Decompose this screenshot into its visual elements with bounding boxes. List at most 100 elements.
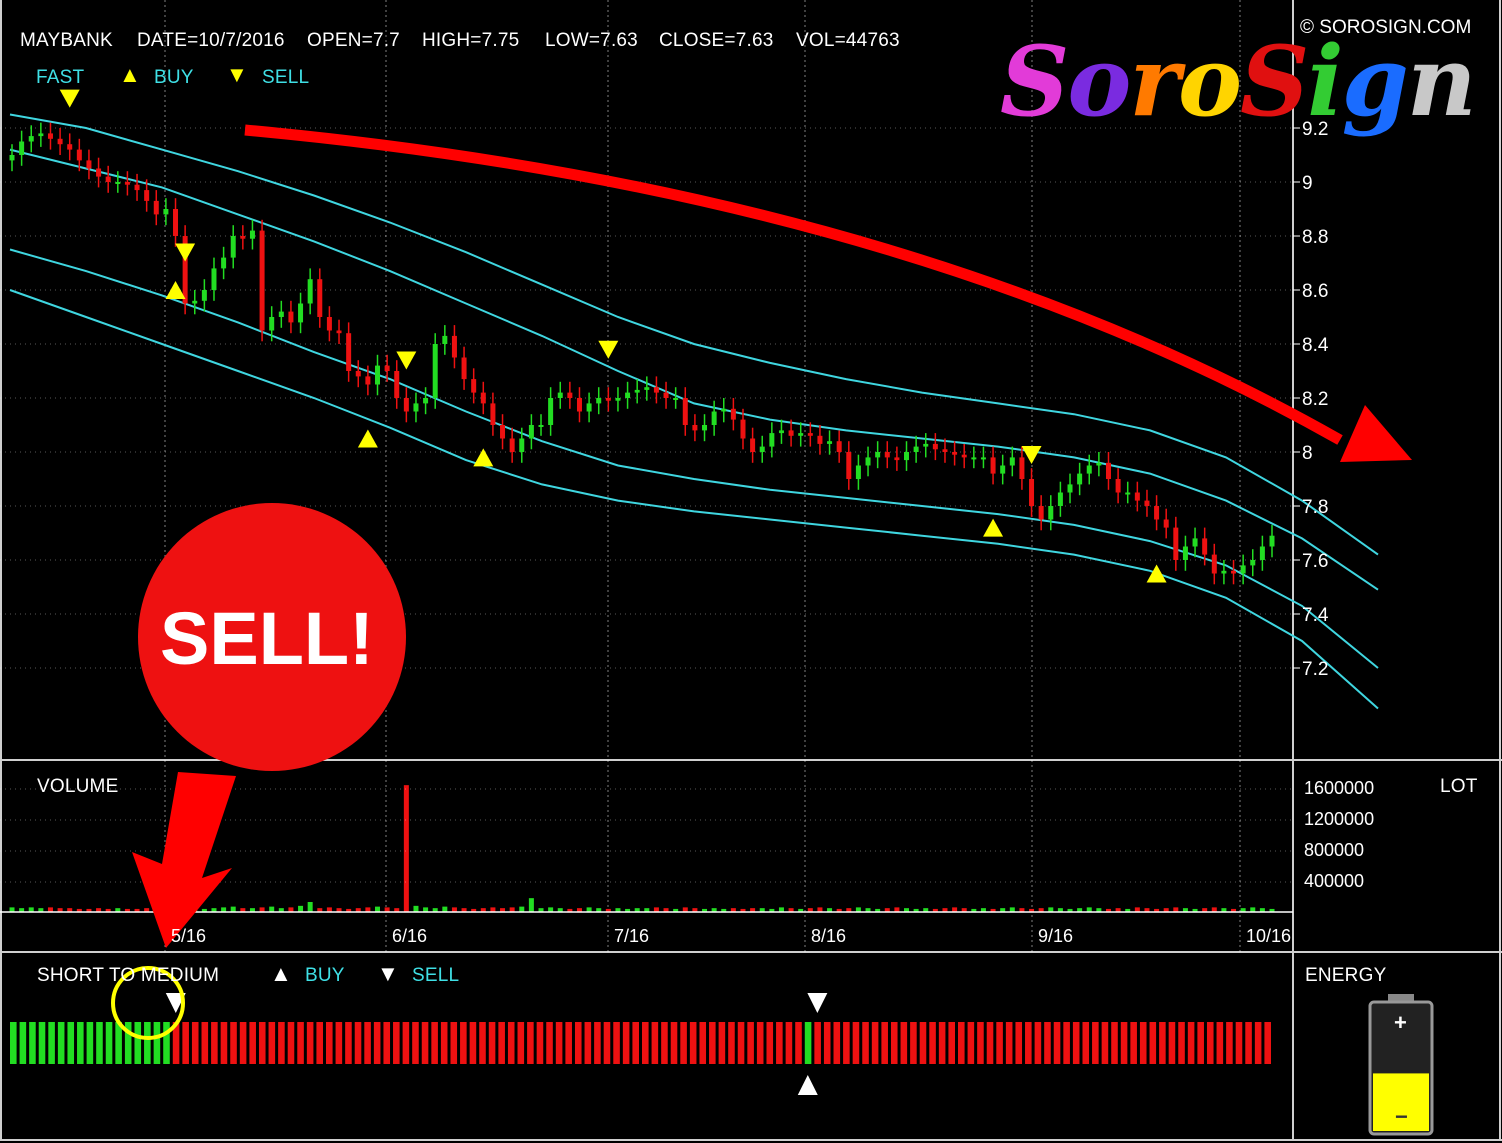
candle-down <box>817 435 823 444</box>
candle-down <box>153 200 159 215</box>
candle-up <box>769 433 775 447</box>
volume-bar <box>980 908 986 912</box>
candle-down <box>326 317 332 331</box>
volume-bar <box>38 908 44 912</box>
candle-down <box>932 443 938 450</box>
signal-bar-red <box>1254 1022 1262 1064</box>
signal-bar-red <box>1216 1022 1224 1064</box>
volume-bar <box>240 908 246 912</box>
candle-up <box>423 398 429 404</box>
signal-bar-red <box>785 1022 793 1064</box>
buy-signal-icon <box>983 518 1004 537</box>
volume-bar <box>1077 908 1083 912</box>
candle-down <box>730 408 736 420</box>
candle-down <box>1211 554 1217 574</box>
signal-bar-red <box>910 1022 917 1064</box>
signal-bar-red <box>1092 1022 1099 1064</box>
candle-down <box>1134 492 1140 501</box>
signal-bar-red <box>661 1022 668 1064</box>
volume-bar <box>1221 908 1227 912</box>
signal-bar-red <box>287 1022 295 1064</box>
volume-bar <box>249 908 255 912</box>
signal-bar-red <box>900 1022 908 1064</box>
volume-bar <box>557 908 563 912</box>
volume-bar <box>817 907 823 912</box>
candle-up <box>1000 465 1006 474</box>
signal-bar-red <box>996 1022 1003 1064</box>
candle-up <box>1086 465 1092 474</box>
signal-bar-red <box>622 1022 630 1064</box>
signal-buy-legend-label: BUY <box>305 965 345 986</box>
signal-bar-red <box>919 1022 927 1064</box>
candle-up <box>721 408 727 412</box>
signal-bar-red <box>958 1022 965 1064</box>
candle-up <box>644 387 650 390</box>
volume-bar <box>519 906 525 912</box>
candle-up <box>519 438 525 452</box>
volume-bar <box>403 785 409 912</box>
candle-down <box>57 138 63 145</box>
candle-up <box>913 446 919 452</box>
price-tick-label: 9.2 <box>1302 119 1328 140</box>
signal-bar-red <box>632 1022 639 1064</box>
volume-bar <box>211 908 217 912</box>
signal-bar-red <box>335 1022 343 1064</box>
volume-bar <box>596 908 602 912</box>
candle-up <box>278 311 284 317</box>
volume-bar <box>576 908 582 912</box>
candle-down <box>576 398 582 412</box>
candle-up <box>634 389 640 393</box>
volume-bar <box>67 908 73 912</box>
volume-bar <box>932 908 938 912</box>
signal-bar-red <box>843 1022 850 1064</box>
signal-bar-green <box>38 1022 46 1064</box>
signal-bar-red <box>986 1022 994 1064</box>
volume-bar <box>971 908 977 912</box>
signal-bar-red <box>862 1022 869 1064</box>
volume-title: VOLUME <box>37 776 119 797</box>
volume-bar <box>298 905 304 912</box>
candle-up <box>413 403 419 412</box>
candle-up <box>38 133 44 137</box>
candle-down <box>259 230 265 331</box>
candle-down <box>990 457 996 474</box>
signal-bar-red <box>594 1022 601 1064</box>
signal-bar-red <box>747 1022 754 1064</box>
signal-bar-red <box>852 1022 860 1064</box>
signal-panel-title: SHORT TO MEDIUM <box>37 965 220 986</box>
signal-bar-red <box>354 1022 362 1064</box>
volume-bar <box>471 908 477 912</box>
candle-up <box>904 452 910 461</box>
volume-bar <box>1163 908 1169 912</box>
volume-bar <box>134 908 140 912</box>
volume-bar <box>1067 908 1073 912</box>
volume-unit: LOT <box>1440 776 1478 797</box>
candle-down <box>288 311 294 323</box>
signal-bar-red <box>316 1022 323 1064</box>
volume-bar <box>875 908 881 912</box>
signal-bar-red <box>230 1022 237 1064</box>
volume-bar <box>605 908 611 912</box>
candle-up <box>923 443 929 447</box>
logo-letter: n <box>1406 25 1477 138</box>
signal-bar-red <box>488 1022 496 1064</box>
logo-letter: i <box>1307 25 1343 138</box>
volume-bar <box>952 907 958 912</box>
date-tick-label: 10/16 <box>1246 926 1292 946</box>
signal-bar-red <box>766 1022 774 1064</box>
volume-bar <box>1259 908 1265 912</box>
price-tick-label: 8.8 <box>1302 227 1328 248</box>
candle-up <box>875 452 881 458</box>
signal-sell-legend-icon: ▼ <box>377 961 399 986</box>
signal-bar-red <box>460 1022 467 1064</box>
signal-bar-red <box>1235 1022 1243 1064</box>
signal-bar-red <box>967 1022 975 1064</box>
sell-legend-icon: ▼ <box>226 62 248 87</box>
svg-text:−: − <box>1395 1104 1408 1129</box>
candle-down <box>47 133 53 139</box>
candle-up <box>1009 457 1015 466</box>
sell-callout-text: SELL! <box>160 597 374 680</box>
volume-bar <box>1009 907 1015 912</box>
volume-bar <box>346 908 352 912</box>
price-tick-label: 7.8 <box>1302 497 1328 518</box>
